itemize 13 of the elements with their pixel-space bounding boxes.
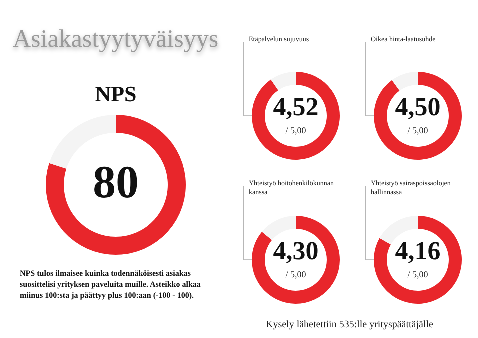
- data-label: 4,16: [395, 236, 441, 266]
- chart-subtitle: NPS: [95, 82, 137, 106]
- text: / 5,00: [286, 270, 307, 280]
- text: NPS tulos ilmaisee kuinka todennäköisesti asiakas suosittelisi yrityksen paveluita muille. Asteikko alkaa miinus 100:sta ja päättyy plus 100:aan (-100 - 100).: [20, 269, 203, 300]
- chart-title: Asiakastyytyväisyys: [13, 26, 219, 53]
- text: / 5,00: [286, 126, 307, 136]
- data-label: 4,52: [273, 92, 319, 122]
- data-label: 4,50: [395, 92, 441, 122]
- text: Kysely lähetettiin 535:lle yrityspäättäjälle: [266, 320, 434, 330]
- text: / 5,00: [408, 270, 429, 280]
- text: / 5,00: [408, 126, 429, 136]
- data-label: 4,30: [273, 236, 319, 266]
- data-label: 80: [93, 156, 139, 208]
